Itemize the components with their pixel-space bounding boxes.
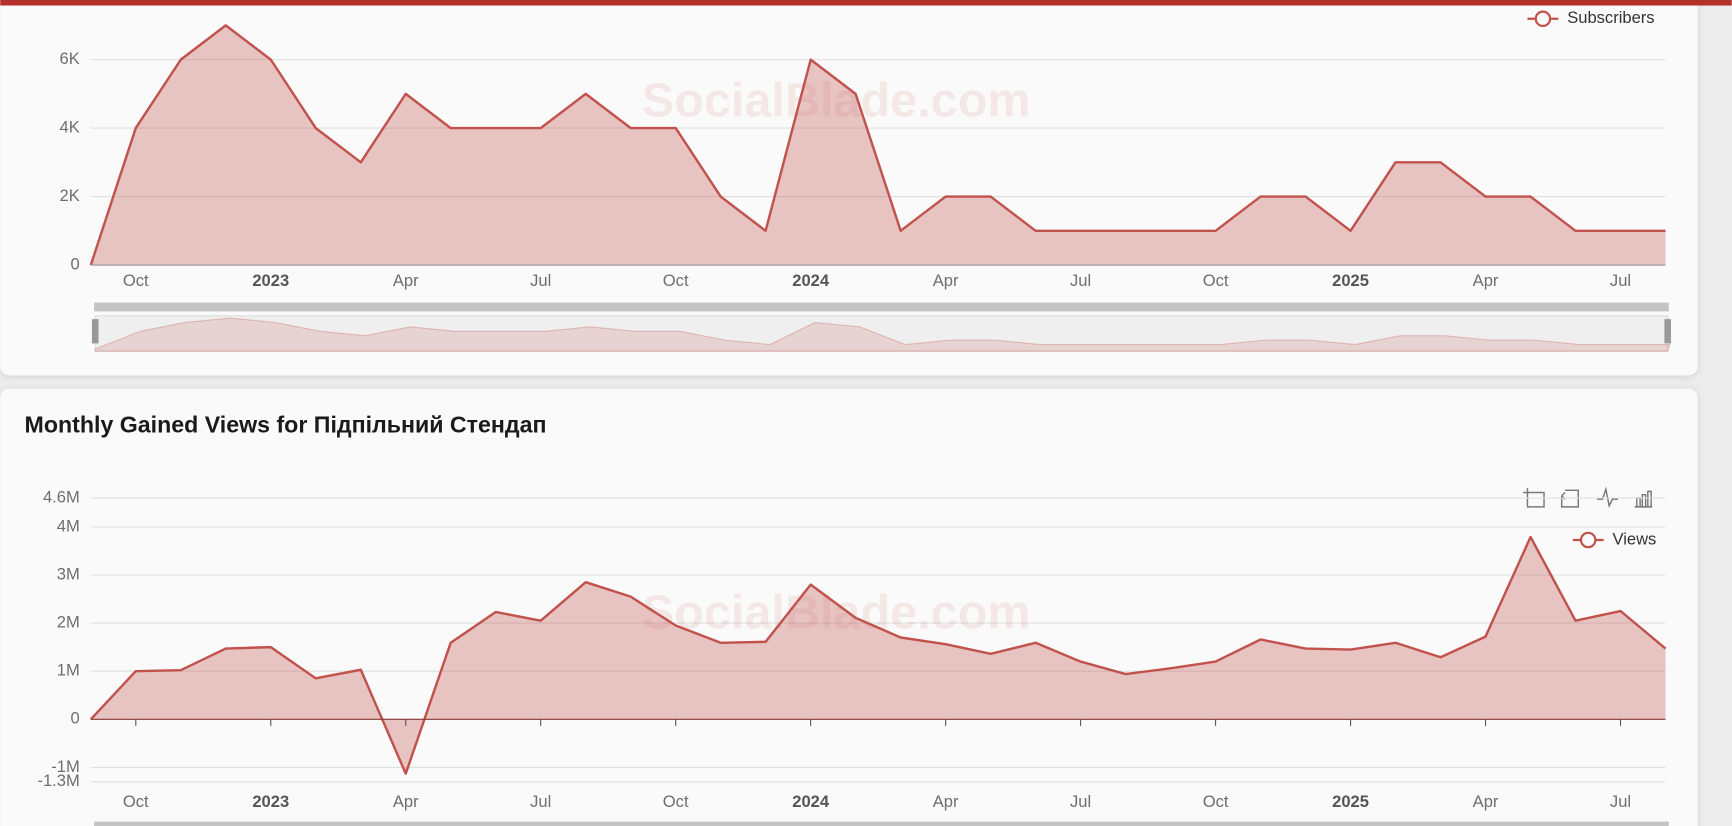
x-tick-label: Apr (393, 271, 419, 290)
y-tick-label: 6K (60, 49, 80, 68)
area-fill (90, 25, 1666, 266)
y-tick-label: 2K (60, 186, 80, 205)
x-tick-label: Oct (123, 271, 149, 290)
y-tick-label: 0 (71, 254, 80, 273)
legend-icon (1579, 531, 1597, 549)
x-tick-label: 2025 (1332, 271, 1369, 290)
x-tick-label: 2023 (252, 271, 289, 290)
series-line (89, 535, 1667, 775)
zoom-handle[interactable] (91, 319, 99, 344)
y-tick-label: 2M (57, 612, 80, 631)
card (0, 0, 1698, 376)
chart-title: Monthly Gained Views for Підпільний Стен… (25, 411, 547, 437)
x-tick-label: 2025 (1332, 792, 1369, 811)
zoom-preview (94, 317, 1671, 352)
y-tick-label: 4M (57, 516, 80, 535)
x-tick-label: 2024 (792, 792, 830, 811)
x-tick-label: Apr (1473, 271, 1499, 290)
y-tick-label: -1.3M (37, 771, 79, 790)
x-tick-label: Jul (530, 792, 551, 811)
x-tick-label: Jul (1610, 271, 1631, 290)
zoom-handle[interactable] (1664, 319, 1672, 344)
y-tick-label: 3M (57, 564, 80, 583)
x-tick-label: 2023 (252, 792, 289, 811)
x-tick-label: Apr (933, 271, 959, 290)
legend-icon (1534, 10, 1552, 28)
zoom-slider[interactable] (94, 821, 1669, 826)
y-tick-label: -1M (51, 757, 80, 776)
watermark: SocialBlade.com (642, 585, 1031, 639)
zoom-icon[interactable] (1523, 488, 1545, 508)
x-tick-label: Jul (1070, 271, 1091, 290)
legend-label: Views (1612, 529, 1656, 548)
x-tick-label: 2024 (792, 271, 830, 290)
watermark: SocialBlade.com (642, 74, 1031, 128)
y-tick-label: 0 (71, 709, 80, 728)
x-tick-label: Oct (663, 792, 689, 811)
x-tick-label: Jul (530, 271, 551, 290)
x-tick-label: Oct (123, 792, 149, 811)
x-tick-label: Apr (393, 792, 419, 811)
x-tick-label: Jul (1070, 792, 1091, 811)
y-tick-label: 1M (57, 661, 80, 680)
area-fill (90, 537, 1666, 774)
x-tick-label: Apr (933, 792, 959, 811)
zoom-slider[interactable] (94, 302, 1669, 312)
y-tick-label: 4K (60, 117, 80, 136)
x-tick-label: Jul (1610, 792, 1631, 811)
series-line (89, 24, 1666, 266)
x-tick-label: Oct (1203, 271, 1229, 290)
x-tick-label: Oct (663, 271, 689, 290)
x-tick-label: Apr (1473, 792, 1499, 811)
x-tick-label: Oct (1203, 792, 1229, 811)
legend-label: Subscribers (1567, 8, 1654, 27)
y-tick-label: 4.6M (43, 487, 80, 506)
top-bar (0, 0, 1732, 6)
